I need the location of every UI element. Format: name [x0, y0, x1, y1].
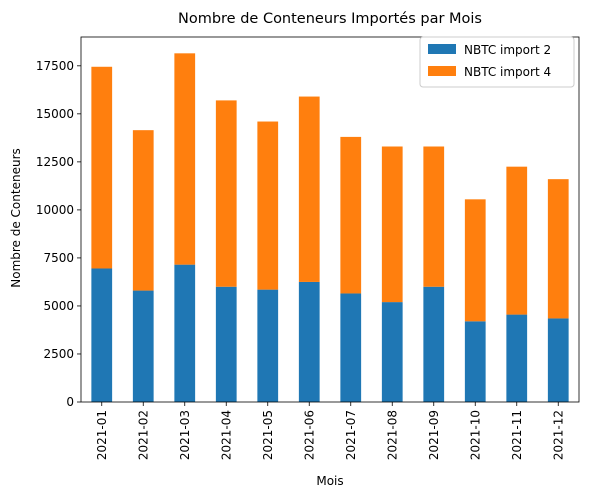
bar-series1-2021-11	[506, 314, 528, 402]
x-tick-label: 2021-03	[178, 410, 192, 460]
y-axis-label: Nombre de Conteneurs	[9, 148, 23, 288]
bar-series1-2021-08	[381, 302, 403, 402]
legend-label-series2: NBTC import 4	[464, 65, 551, 79]
x-tick-label: 2021-08	[385, 410, 399, 460]
y-tick-label: 5000	[43, 299, 74, 313]
bar-series2-2021-07	[340, 136, 362, 294]
bar-series1-2021-09	[423, 286, 445, 402]
legend-label-series1: NBTC import 2	[464, 43, 551, 57]
x-tick-label: 2021-06	[302, 410, 316, 460]
y-tick-label: 7500	[43, 251, 74, 265]
x-tick-label: 2021-09	[427, 410, 441, 460]
x-tick-label: 2021-11	[510, 410, 524, 460]
legend-frame	[419, 36, 575, 88]
legend-swatch-series2	[428, 66, 456, 76]
bar-series1-2021-12	[547, 318, 569, 402]
x-tick-label: 2021-12	[551, 410, 565, 460]
x-tick-label: 2021-05	[261, 410, 275, 460]
y-tick-label: 17500	[36, 59, 74, 73]
bar-series2-2021-01	[91, 66, 113, 269]
bar-series1-2021-06	[298, 281, 320, 402]
y-tick-label: 10000	[36, 203, 74, 217]
y-tick-label: 12500	[36, 155, 74, 169]
x-tick-label: 2021-04	[219, 410, 233, 460]
y-tick-label: 2500	[43, 347, 74, 361]
x-tick-label: 2021-07	[344, 410, 358, 460]
x-tick-label: 2021-01	[95, 410, 109, 460]
bar-series1-2021-10	[464, 321, 486, 402]
y-tick-label: 0	[66, 395, 74, 409]
bar-series1-2021-05	[257, 289, 279, 402]
bar-series1-2021-02	[132, 290, 154, 402]
bar-series2-2021-02	[132, 130, 154, 291]
plot-area: 0 2500 5000 7500 10000 12500 15000 17500 2021-01…	[36, 36, 580, 460]
bar-series2-2021-04	[215, 100, 237, 287]
bar-series1-2021-03	[174, 264, 196, 402]
y-tick-label: 15000	[36, 107, 74, 121]
x-tick-label: 2021-02	[136, 410, 150, 460]
legend: NBTC import 2 NBTC import 4	[419, 36, 575, 88]
bar-series2-2021-09	[423, 146, 445, 287]
axes-frame	[80, 36, 580, 403]
x-tick-label: 2021-10	[468, 410, 482, 460]
bar-series2-2021-12	[547, 179, 569, 319]
chart-title: Nombre de Conteneurs Importés par Mois	[178, 11, 482, 27]
bar-series2-2021-11	[506, 166, 528, 315]
bar-series2-2021-05	[257, 121, 279, 290]
bar-series2-2021-10	[464, 199, 486, 322]
bar-series2-2021-08	[381, 146, 403, 303]
bar-series1-2021-01	[91, 268, 113, 402]
bar-series2-2021-03	[174, 53, 196, 265]
bar-series1-2021-07	[340, 293, 362, 402]
bar-series2-2021-06	[298, 96, 320, 282]
bar-series1-2021-04	[215, 286, 237, 402]
x-axis-label: Mois	[316, 474, 343, 488]
legend-swatch-series1	[428, 44, 456, 54]
